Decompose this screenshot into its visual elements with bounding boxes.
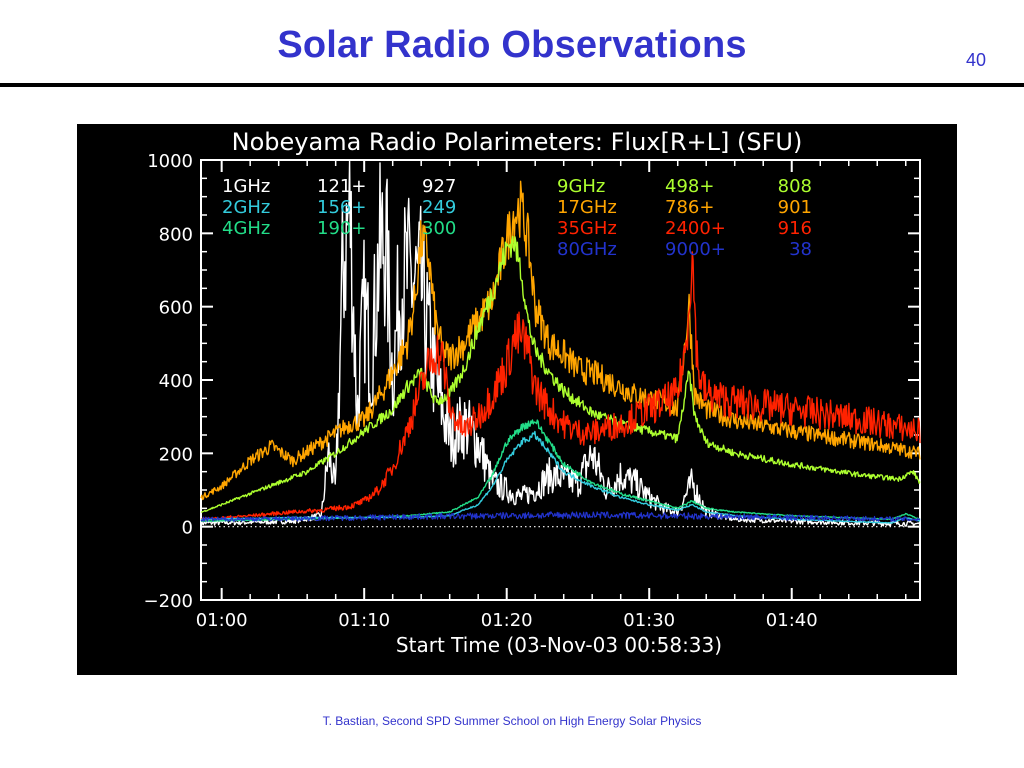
legend-1ghz-peak: 927 [422, 176, 456, 197]
series-line-35ghz [200, 251, 921, 521]
x-tick-label: 01:40 [766, 610, 818, 631]
slide-footer: T. Bastian, Second SPD Summer School on … [322, 714, 702, 728]
legend-17ghz-offset: 786+ [665, 197, 714, 218]
legend-group: 1GHz 121+ 927 9GHz 498+ 808 2GHz 156+ 249 17GHz 78… [222, 176, 812, 260]
chart-title: Nobeyama Radio Polarimeters: Flux[R+L] (… [232, 128, 803, 156]
legend-35ghz-freq: 35GHz [557, 218, 617, 239]
y-tick-label: 0 [182, 518, 193, 539]
legend-80ghz-freq: 80GHz [557, 239, 617, 260]
legend-80ghz-offset: 9000+ [665, 239, 726, 260]
plot-svg: Nobeyama Radio Polarimeters: Flux[R+L] (… [77, 124, 957, 675]
legend-80ghz-peak: 38 [789, 239, 812, 260]
legend-4ghz-freq: 4GHz [222, 218, 270, 239]
series-line-9ghz [200, 235, 921, 513]
y-tick-label: 800 [159, 224, 193, 245]
legend-1ghz-offset: 121+ [317, 176, 366, 197]
legend-35ghz-offset: 2400+ [665, 218, 726, 239]
legend-2ghz-offset: 156+ [317, 197, 366, 218]
radio-flux-plot: Nobeyama Radio Polarimeters: Flux[R+L] (… [77, 124, 957, 675]
y-tick-label: 600 [159, 298, 193, 319]
legend-17ghz-peak: 901 [778, 197, 812, 218]
legend-2ghz-freq: 2GHz [222, 197, 270, 218]
series-line-17ghz [200, 180, 921, 501]
legend-2ghz-peak: 249 [422, 197, 456, 218]
x-tick-label: 01:30 [623, 610, 675, 631]
legend-4ghz-offset: 190+ [317, 218, 366, 239]
legend-1ghz-freq: 1GHz [222, 176, 270, 197]
legend-4ghz-peak: 300 [422, 218, 456, 239]
x-tick-label: 01:00 [196, 610, 248, 631]
series-group [200, 159, 921, 527]
y-tick-label: 1000 [147, 151, 193, 172]
slide-title: Solar Radio Observations [277, 24, 747, 66]
legend-9ghz-offset: 498+ [665, 176, 714, 197]
y-tick-label: −200 [144, 591, 193, 612]
x-tick-label: 01:10 [338, 610, 390, 631]
plot-background [77, 124, 957, 675]
x-tick-label: 01:20 [481, 610, 533, 631]
y-tick-label: 400 [159, 371, 193, 392]
legend-17ghz-freq: 17GHz [557, 197, 617, 218]
series-line-80ghz [200, 511, 921, 522]
title-rule [0, 83, 1024, 87]
slide-number: 40 [965, 50, 986, 70]
legend-9ghz-peak: 808 [778, 176, 812, 197]
legend-35ghz-peak: 916 [778, 218, 812, 239]
legend-9ghz-freq: 9GHz [557, 176, 605, 197]
y-tick-label: 200 [159, 444, 193, 465]
x-axis-title: Start Time (03-Nov-03 00:58:33) [396, 633, 722, 657]
